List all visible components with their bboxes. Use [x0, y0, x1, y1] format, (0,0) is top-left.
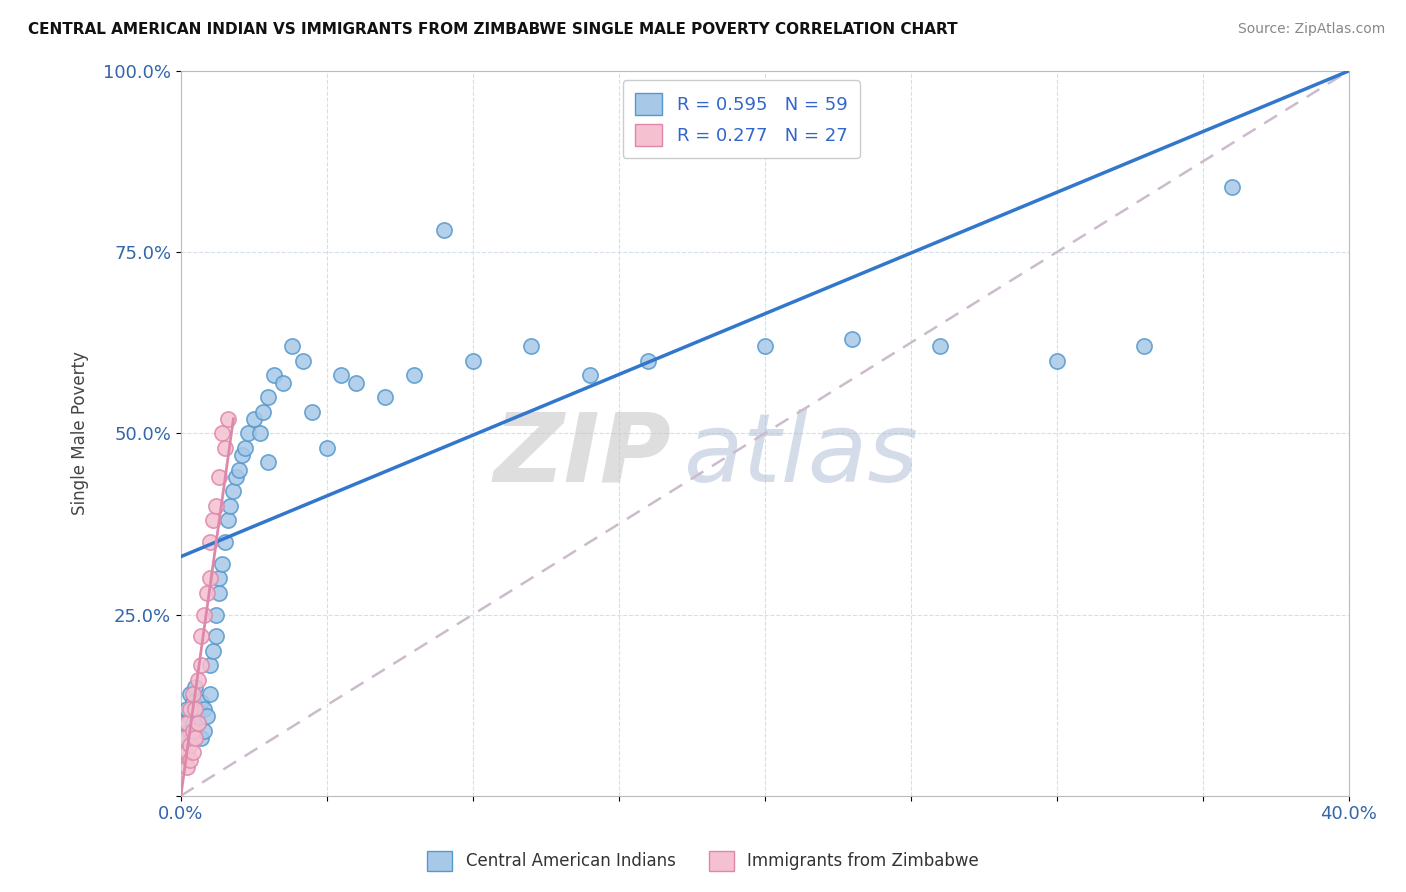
Point	[205, 499, 228, 513]
Point	[432, 223, 454, 237]
Point	[404, 368, 426, 383]
Point	[173, 745, 195, 759]
Point	[257, 455, 280, 469]
Point	[271, 376, 294, 390]
Point	[201, 644, 224, 658]
Point	[1133, 339, 1156, 353]
Point	[187, 702, 209, 716]
Point	[179, 723, 201, 738]
Point	[198, 687, 221, 701]
Point	[193, 723, 215, 738]
Point	[263, 368, 285, 383]
Text: Source: ZipAtlas.com: Source: ZipAtlas.com	[1237, 22, 1385, 37]
Point	[190, 731, 212, 745]
Text: atlas: atlas	[683, 409, 918, 501]
Point	[637, 354, 659, 368]
Point	[219, 499, 242, 513]
Point	[184, 731, 207, 745]
Point	[208, 571, 231, 585]
Point	[173, 731, 195, 745]
Point	[187, 716, 209, 731]
Point	[222, 484, 245, 499]
Point	[841, 332, 863, 346]
Point	[193, 702, 215, 716]
Point	[181, 745, 204, 759]
Point	[231, 448, 253, 462]
Point	[249, 426, 271, 441]
Point	[184, 680, 207, 694]
Point	[214, 535, 236, 549]
Point	[578, 368, 600, 383]
Point	[315, 441, 337, 455]
Point	[193, 607, 215, 622]
Point	[281, 339, 304, 353]
Point	[195, 586, 218, 600]
Point	[205, 629, 228, 643]
Point	[214, 441, 236, 455]
Legend: R = 0.595   N = 59, R = 0.277   N = 27: R = 0.595 N = 59, R = 0.277 N = 27	[623, 80, 860, 159]
Point	[179, 752, 201, 766]
Point	[374, 390, 396, 404]
Point	[190, 658, 212, 673]
Point	[217, 513, 239, 527]
Point	[181, 687, 204, 701]
Y-axis label: Single Male Poverty: Single Male Poverty	[72, 351, 89, 516]
Point	[228, 463, 250, 477]
Point	[187, 673, 209, 687]
Point	[179, 687, 201, 701]
Point	[176, 716, 198, 731]
Point	[330, 368, 353, 383]
Point	[233, 441, 256, 455]
Point	[344, 376, 367, 390]
Point	[198, 571, 221, 585]
Point	[179, 738, 201, 752]
Point	[181, 723, 204, 738]
Point	[211, 426, 233, 441]
Point	[176, 760, 198, 774]
Point	[225, 470, 247, 484]
Point	[205, 607, 228, 622]
Point	[208, 586, 231, 600]
Point	[211, 557, 233, 571]
Point	[461, 354, 484, 368]
Point	[198, 535, 221, 549]
Point	[184, 702, 207, 716]
Point	[176, 745, 198, 759]
Point	[179, 702, 201, 716]
Legend: Central American Indians, Immigrants from Zimbabwe: Central American Indians, Immigrants fro…	[419, 842, 987, 880]
Point	[257, 390, 280, 404]
Point	[1220, 180, 1243, 194]
Point	[184, 709, 207, 723]
Point	[201, 513, 224, 527]
Point	[301, 405, 323, 419]
Point	[217, 412, 239, 426]
Point	[754, 339, 776, 353]
Point	[176, 731, 198, 745]
Point	[176, 702, 198, 716]
Point	[520, 339, 543, 353]
Point	[236, 426, 259, 441]
Point	[187, 716, 209, 731]
Point	[181, 694, 204, 708]
Point	[190, 629, 212, 643]
Point	[173, 716, 195, 731]
Point	[252, 405, 274, 419]
Point	[292, 354, 315, 368]
Point	[1045, 354, 1067, 368]
Point	[243, 412, 266, 426]
Text: CENTRAL AMERICAN INDIAN VS IMMIGRANTS FROM ZIMBABWE SINGLE MALE POVERTY CORRELAT: CENTRAL AMERICAN INDIAN VS IMMIGRANTS FR…	[28, 22, 957, 37]
Text: ZIP: ZIP	[494, 409, 671, 501]
Point	[208, 470, 231, 484]
Point	[181, 716, 204, 731]
Point	[198, 658, 221, 673]
Point	[928, 339, 950, 353]
Point	[190, 694, 212, 708]
Point	[195, 709, 218, 723]
